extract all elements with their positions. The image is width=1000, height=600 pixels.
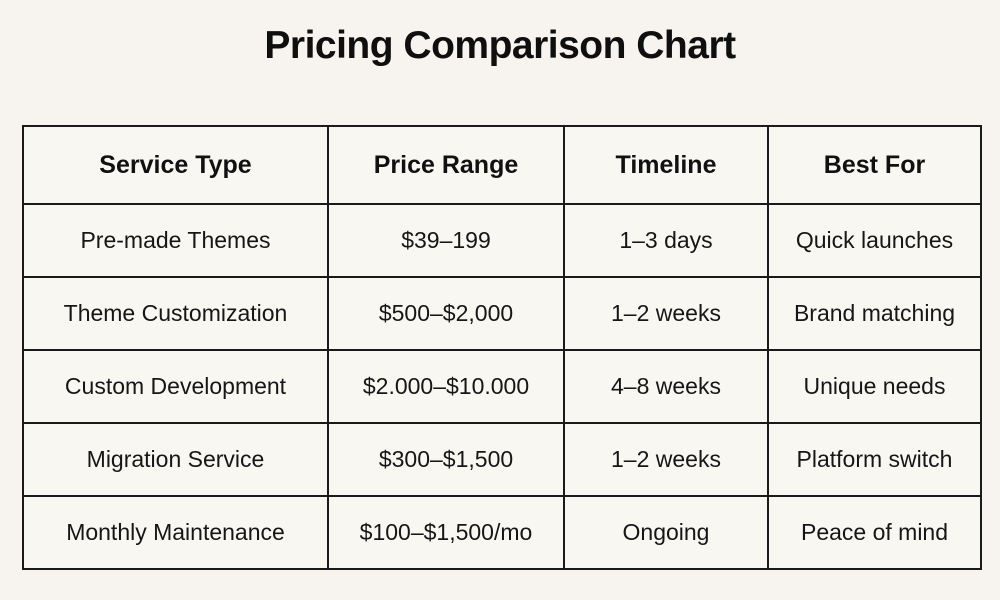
table-cell: 1–2 weeks — [563, 276, 769, 351]
col-header-price-range: Price Range — [327, 125, 565, 205]
page-title: Pricing Comparison Chart — [264, 24, 736, 67]
table-cell: $500–$2,000 — [327, 276, 565, 351]
table-cell: 1–3 days — [563, 203, 769, 278]
table-cell: Peace of mind — [767, 495, 982, 570]
table-cell: Brand matching — [767, 276, 982, 351]
table-row-pre-made-themes: Pre-made Themes $39–199 1–3 days Quick l… — [22, 203, 982, 278]
table-cell: Platform switch — [767, 422, 982, 497]
header-row: Service Type Price Range Timeline Best F… — [22, 125, 982, 205]
table-cell: Migration Service — [22, 422, 329, 497]
col-header-best-for: Best For — [767, 125, 982, 205]
table-cell: $39–199 — [327, 203, 565, 278]
table-row-monthly-maintenance: Monthly Maintenance $100–$1,500/mo Ongoi… — [22, 495, 982, 570]
col-header-timeline: Timeline — [563, 125, 769, 205]
table-cell: $100–$1,500/mo — [327, 495, 565, 570]
table-cell: $2.000–$10.000 — [327, 349, 565, 424]
table-cell: Custom Development — [22, 349, 329, 424]
table-row-custom-development: Custom Development $2.000–$10.000 4–8 we… — [22, 349, 982, 424]
col-header-service-type: Service Type — [22, 125, 329, 205]
table-cell: Monthly Maintenance — [22, 495, 329, 570]
table-cell: 1–2 weeks — [563, 422, 769, 497]
pricing-comparison-table: Service Type Price Range Timeline Best F… — [22, 125, 982, 570]
table-cell: Quick launches — [767, 203, 982, 278]
table-cell: $300–$1,500 — [327, 422, 565, 497]
table-cell: 4–8 weeks — [563, 349, 769, 424]
table-cell: Pre-made Themes — [22, 203, 329, 278]
table-cell: Unique needs — [767, 349, 982, 424]
table-row-migration-service: Migration Service $300–$1,500 1–2 weeks … — [22, 422, 982, 497]
table-row-theme-customization: Theme Customization $500–$2,000 1–2 week… — [22, 276, 982, 351]
table-cell: Ongoing — [563, 495, 769, 570]
table-cell: Theme Customization — [22, 276, 329, 351]
